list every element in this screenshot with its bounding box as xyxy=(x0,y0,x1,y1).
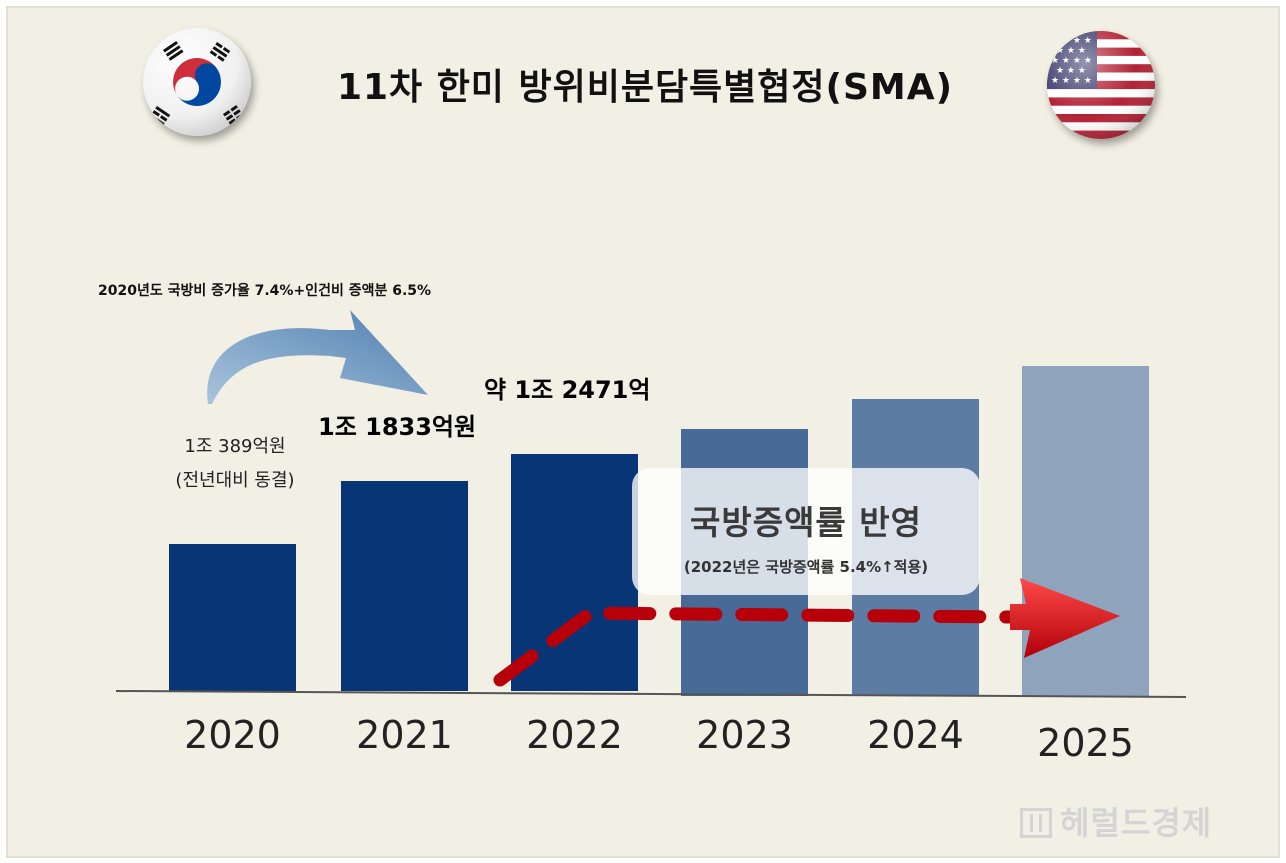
bar-label-2020-note: (전년대비 동결) xyxy=(175,470,295,491)
bar-label-2020-value: 1조 389억원 xyxy=(184,436,286,457)
south-korea-flag-icon xyxy=(143,28,251,136)
x-axis-ticks: 2020 2021 2022 2023 2024 2025 xyxy=(184,713,1134,765)
x-tick-2020: 2020 xyxy=(184,713,281,757)
x-tick-2023: 2023 xyxy=(696,713,793,757)
page-title: 11차 한미 방위비분담특별협정(SMA) xyxy=(336,67,954,108)
top-note: 2020년도 국방비 증가율 7.4%+인건비 증액분 6.5% xyxy=(98,283,432,299)
bar-series xyxy=(169,366,1149,696)
herald-logo-icon xyxy=(1020,808,1052,838)
us-flag-icon: ★ ★ ★ ★ ★ ★ ★ ★ ★ ★ ★ ★ ★ ★ ★ ★ ★ ★ xyxy=(1047,31,1155,139)
trend-arrow-line xyxy=(493,606,1017,687)
bar-label-2021: 1조 1833억원 xyxy=(318,413,477,441)
callout-subtitle: (2022년은 국방증액률 5.4%↑적용) xyxy=(683,558,929,576)
x-tick-2025: 2025 xyxy=(1037,721,1134,765)
callout-title: 국방증액률 반영 xyxy=(689,503,922,542)
x-tick-2021: 2021 xyxy=(356,713,453,757)
x-tick-2024: 2024 xyxy=(867,713,964,757)
bar-2020 xyxy=(169,544,296,691)
trend-arrow-head-icon xyxy=(1010,578,1120,658)
watermark-text: 헤럴드경제 xyxy=(1060,804,1213,842)
x-axis-line xyxy=(115,690,1187,698)
curved-arrow-icon xyxy=(207,310,428,404)
watermark: 헤럴드경제 xyxy=(1020,798,1212,844)
bar-label-2022: 약 1조 2471억 xyxy=(484,376,651,404)
callout-box: 국방증액률 반영 (2022년은 국방증액률 5.4%↑적용) xyxy=(632,468,980,595)
bar-label-2020: 1조 389억원 (전년대비 동결) xyxy=(150,430,320,498)
bar-2021 xyxy=(341,481,468,691)
x-tick-2022: 2022 xyxy=(526,713,623,757)
